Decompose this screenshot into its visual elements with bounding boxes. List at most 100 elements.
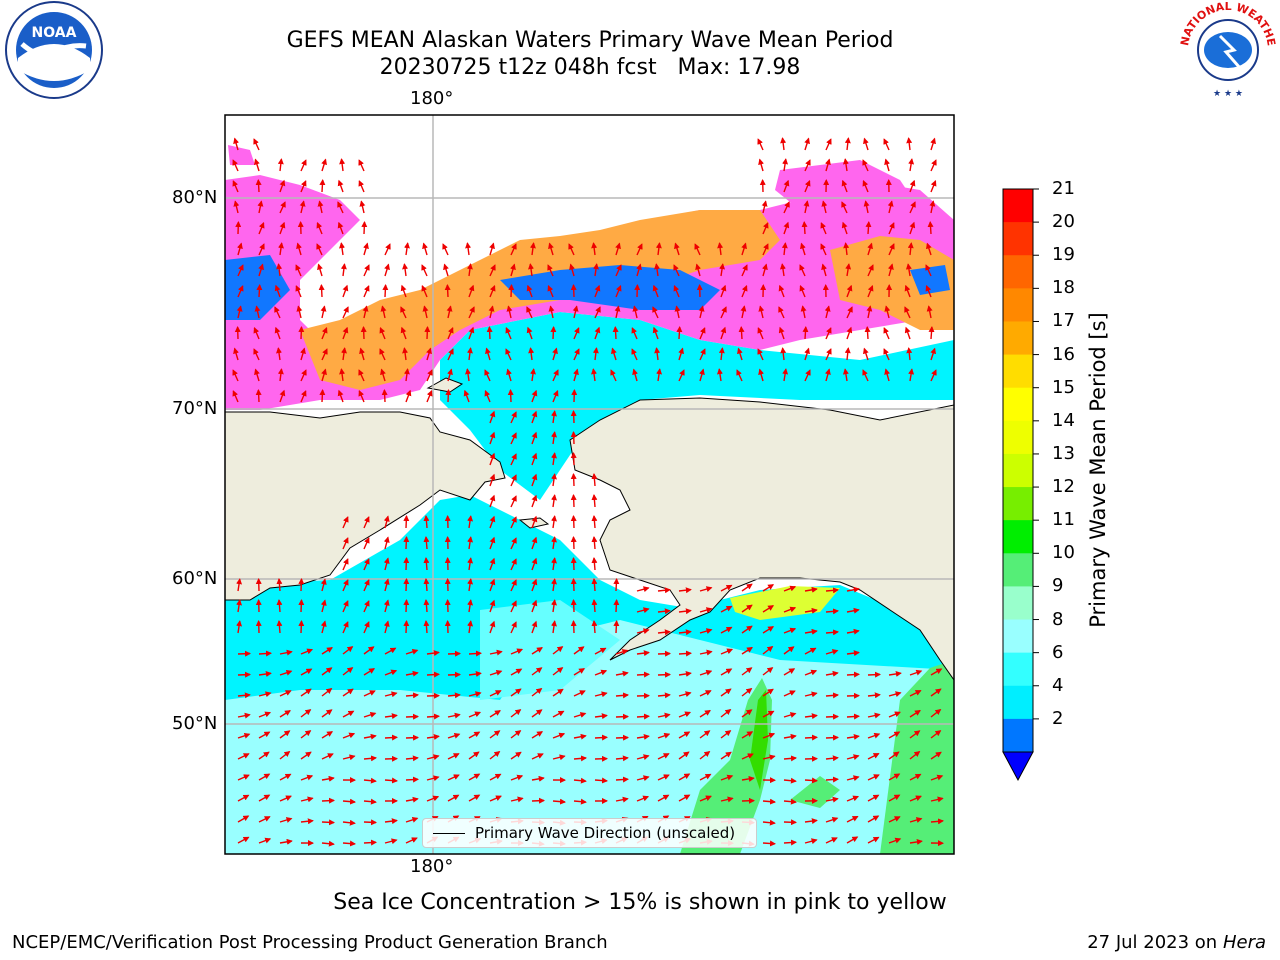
sea-ice-pink-top bbox=[775, 160, 920, 220]
wave-direction-arrow bbox=[382, 284, 389, 298]
legend-text: Primary Wave Direction (unscaled) bbox=[475, 824, 736, 842]
wave-direction-arrow bbox=[741, 646, 753, 655]
wave-direction-arrow bbox=[510, 495, 517, 508]
wave-direction-arrow bbox=[363, 579, 370, 592]
wave-direction-arrow bbox=[741, 604, 753, 613]
wave-direction-arrow bbox=[342, 819, 356, 826]
wave-direction-arrow bbox=[403, 368, 410, 382]
wave-direction-arrow bbox=[762, 798, 776, 805]
wave-direction-arrow bbox=[342, 754, 356, 761]
colorbar bbox=[1002, 188, 1039, 782]
wave-direction-arrow bbox=[845, 263, 852, 277]
wave-direction-arrow bbox=[320, 305, 327, 319]
wave-direction-arrow bbox=[780, 347, 787, 361]
wave-direction-arrow bbox=[258, 671, 272, 677]
wave-direction-arrow bbox=[468, 306, 475, 319]
wave-direction-arrow bbox=[236, 599, 243, 613]
wave-direction-arrow bbox=[237, 650, 251, 657]
wave-direction-arrow bbox=[846, 815, 859, 823]
wave-direction-arrow bbox=[358, 159, 365, 172]
wave-direction-arrow bbox=[778, 284, 785, 298]
wave-direction-arrow bbox=[698, 305, 705, 319]
wave-direction-arrow bbox=[909, 221, 916, 235]
wave-direction-arrow bbox=[846, 607, 860, 614]
wave-direction-arrow bbox=[741, 753, 754, 760]
wave-direction-arrow bbox=[319, 389, 326, 403]
wave-direction-arrow bbox=[720, 774, 734, 781]
wave-direction-arrow bbox=[720, 730, 732, 739]
wave-direction-arrow bbox=[570, 494, 577, 508]
wave-direction-arrow bbox=[887, 263, 894, 277]
wave-direction-arrow bbox=[888, 711, 901, 718]
wave-direction-arrow bbox=[384, 777, 398, 784]
wave-direction-arrow bbox=[360, 326, 367, 340]
wave-direction-arrow bbox=[636, 754, 650, 761]
wave-direction-arrow bbox=[591, 578, 598, 592]
wave-direction-arrow bbox=[909, 795, 922, 802]
wave-direction-arrow bbox=[383, 515, 390, 529]
wave-direction-arrow bbox=[720, 605, 733, 613]
wave-direction-arrow bbox=[699, 669, 713, 676]
wave-direction-arrow bbox=[340, 263, 347, 277]
wave-direction-arrow bbox=[529, 242, 536, 256]
wave-direction-arrow bbox=[547, 284, 554, 298]
wave-direction-arrow bbox=[424, 326, 431, 340]
wave-direction-arrow bbox=[316, 243, 323, 256]
wave-direction-arrow bbox=[510, 453, 517, 466]
wave-direction-arrow bbox=[843, 242, 850, 256]
wave-direction-arrow bbox=[825, 587, 839, 594]
wave-direction-arrow bbox=[804, 713, 818, 720]
wave-direction-arrow bbox=[678, 711, 692, 718]
wave-direction-arrow bbox=[783, 221, 790, 235]
wave-direction-arrow bbox=[277, 158, 284, 172]
wave-direction-arrow bbox=[320, 599, 327, 613]
wave-direction-arrow bbox=[466, 347, 473, 361]
wave-direction-arrow bbox=[846, 326, 853, 340]
wave-direction-arrow bbox=[510, 432, 517, 445]
wave-direction-arrow bbox=[552, 732, 566, 739]
wave-direction-arrow bbox=[825, 138, 832, 151]
wave-direction-arrow bbox=[489, 452, 496, 466]
wave-direction-arrow bbox=[741, 625, 753, 634]
wave-direction-arrow bbox=[468, 751, 480, 760]
wave-direction-arrow bbox=[906, 137, 913, 151]
wave-direction-arrow bbox=[783, 646, 795, 655]
wave-direction-arrow bbox=[339, 242, 345, 256]
wave-direction-arrow bbox=[400, 306, 407, 319]
wave-direction-arrow bbox=[548, 242, 554, 256]
wave-direction-arrow bbox=[782, 368, 789, 382]
colorbar-tick-label: 4 bbox=[1052, 674, 1064, 696]
wave-direction-arrow bbox=[656, 368, 663, 382]
wave-direction-arrow bbox=[678, 587, 692, 594]
wave-direction-arrow bbox=[674, 305, 681, 319]
wave-direction-arrow bbox=[887, 200, 894, 214]
wave-direction-arrow bbox=[278, 242, 284, 256]
wave-direction-arrow bbox=[296, 305, 303, 319]
wave-direction-arrow bbox=[321, 753, 334, 760]
wave-direction-arrow bbox=[551, 410, 557, 424]
wave-direction-arrow bbox=[678, 347, 684, 361]
wave-direction-arrow bbox=[274, 306, 281, 319]
sea-ice-blue bbox=[500, 265, 720, 310]
wave-direction-arrow bbox=[255, 389, 262, 403]
wave-direction-arrow bbox=[867, 671, 881, 678]
wave-direction-arrow bbox=[442, 243, 449, 256]
wave-direction-arrow bbox=[657, 587, 671, 594]
wave-direction-arrow bbox=[804, 179, 811, 193]
wave-direction-arrow bbox=[321, 775, 335, 782]
wave-direction-arrow bbox=[402, 263, 409, 277]
wave-direction-arrow bbox=[279, 817, 293, 823]
wave-direction-arrow bbox=[363, 777, 377, 784]
wave-direction-arrow bbox=[426, 775, 440, 782]
wave-direction-arrow bbox=[510, 516, 517, 529]
wave-direction-arrow bbox=[657, 774, 670, 781]
wave-direction-arrow bbox=[337, 179, 344, 193]
wave-direction-arrow bbox=[363, 516, 370, 529]
wave-direction-arrow bbox=[505, 326, 512, 340]
wave-direction-arrow bbox=[654, 347, 661, 361]
wave-direction-arrow bbox=[867, 264, 874, 277]
wave-direction-arrow bbox=[443, 263, 449, 277]
wave-direction-arrow bbox=[383, 557, 390, 571]
wave-direction-arrow bbox=[804, 586, 818, 593]
wave-direction-arrow bbox=[403, 557, 410, 571]
